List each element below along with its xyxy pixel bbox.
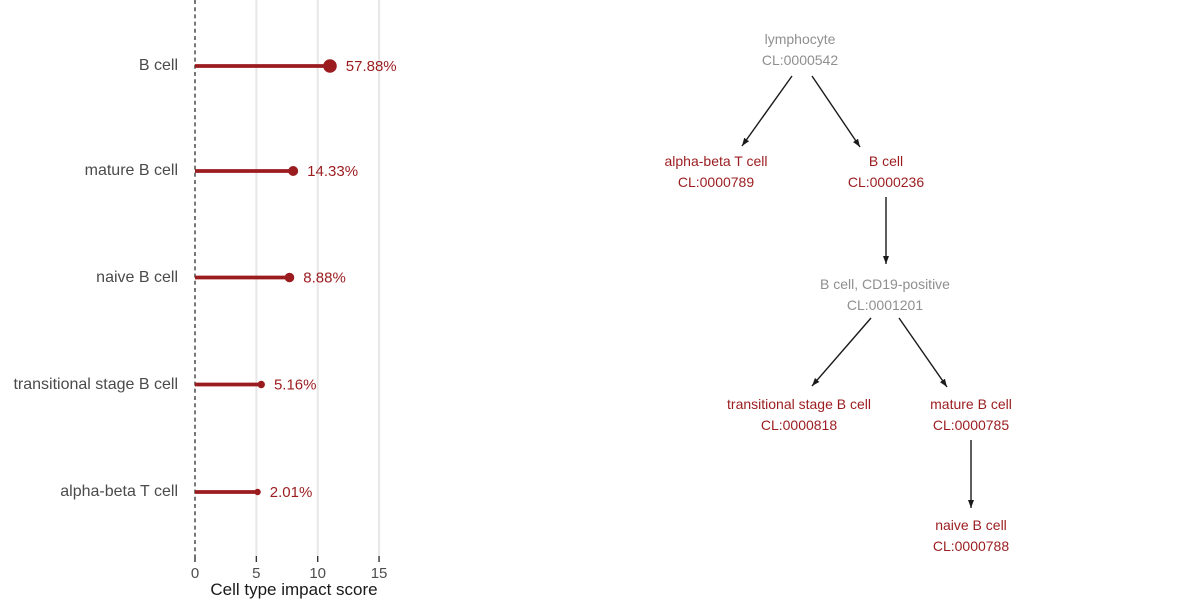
tree-edge-lymphocyte-to-alpha-beta-t-cell — [741, 75, 793, 147]
tree-node-ontology-id: CL:0000818 — [760, 417, 838, 433]
tree-node-label: alpha-beta T cell — [664, 152, 768, 169]
lollipop-dot — [257, 380, 265, 389]
category-label-b-cell: B cell — [138, 57, 178, 74]
axis-tick-label: 10 — [309, 565, 326, 582]
tree-node-ontology-id: CL:0001201 — [846, 297, 924, 313]
tree-edge-lymphocyte-to-b-cell — [811, 75, 861, 148]
tree-node-ontology-id: CL:0000542 — [761, 52, 839, 68]
lollipop-dot — [254, 488, 261, 496]
category-label-transitional-stage-b-cell: transitional stage B cell — [13, 375, 178, 393]
axis-tick-label: 0 — [191, 565, 199, 582]
axis-tick-label: 5 — [252, 565, 260, 582]
tree-node-label: mature B cell — [930, 396, 1012, 412]
lollipop-dot — [284, 272, 295, 283]
tree-node-ontology-id: CL:0000236 — [847, 173, 925, 190]
tree-node-label: lymphocyte — [764, 31, 836, 47]
x-axis-title: Cell type impact score — [210, 580, 378, 599]
tree-node-label: B cell, CD19-positive — [820, 276, 950, 292]
lollipop-layer: 57.88% 14.33% 8.88% 5.16% 2.01% — [195, 58, 397, 501]
axis-tick-label: 15 — [371, 565, 388, 582]
tree-node-label: B cell — [868, 152, 904, 169]
category-label-alpha-beta-t-cell: alpha-beta T cell — [60, 483, 178, 500]
tree-node-mature-b-cell: mature B cell CL:0000785 — [841, 394, 1101, 436]
tree-node-b-cell-cd19-positive: B cell, CD19-positive CL:0001201 — [755, 274, 1015, 316]
tree-node-ontology-id: CL:0000788 — [932, 537, 1010, 554]
category-label-naive-b-cell: naive B cell — [96, 268, 178, 286]
impact-value-label: 57.88% — [346, 58, 397, 75]
tree-node-b-cell: B cell CL:0000236 — [756, 151, 1016, 193]
tree-node-transitional-stage-b-cell: transitional stage B cell CL:0000818 — [669, 394, 929, 436]
impact-value-label: 2.01% — [270, 484, 313, 501]
impact-value-label: 14.33% — [307, 163, 358, 180]
tree-node-naive-b-cell: naive B cell CL:0000788 — [841, 515, 1101, 557]
tree-node-ontology-id: CL:0000785 — [932, 417, 1010, 433]
impact-value-label: 5.16% — [274, 377, 317, 394]
ontology-tree-layer — [741, 75, 974, 508]
category-label-mature-b-cell: mature B cell — [84, 162, 178, 179]
tree-node-ontology-id: CL:0000789 — [677, 173, 755, 190]
x-axis-layer: 0 5 10 15 — [191, 556, 388, 582]
tree-edge-b-cell-cd19-positive-to-mature-b-cell — [898, 317, 948, 388]
lollipop-dot — [288, 166, 299, 176]
tree-edge-b-cell-cd19-positive-to-transitional-stage-b-cell — [811, 317, 872, 387]
impact-value-label: 8.88% — [303, 270, 346, 287]
tree-node-lymphocyte: lymphocyte CL:0000542 — [670, 29, 930, 71]
lollipop-dot — [323, 59, 337, 73]
tree-node-label: naive B cell — [935, 516, 1007, 533]
tree-node-alpha-beta-t-cell: alpha-beta T cell CL:0000789 — [586, 151, 846, 193]
tree-node-label: transitional stage B cell — [727, 396, 871, 412]
